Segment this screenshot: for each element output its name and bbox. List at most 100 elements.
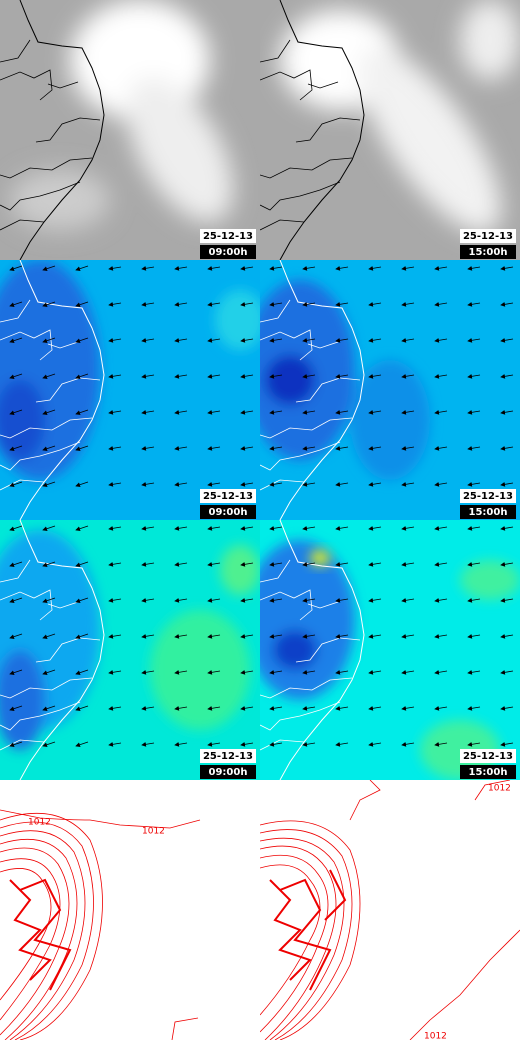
satellite-panel [260,0,520,260]
time-box [200,505,256,519]
wind-arrow [335,481,349,487]
wind-arrow [75,445,89,452]
wind-arrow [500,265,514,271]
wind-arrow [269,597,283,603]
wind-panel [0,260,260,520]
wind-arrow [174,669,188,675]
wind-arrow [500,669,514,675]
wind-arrow [207,669,221,675]
wind-arrow [302,337,316,343]
wind-arrow [500,705,514,711]
wind-arrow [269,741,283,747]
wind-arrow [467,741,481,747]
wind-arrow [401,445,415,451]
wind-arrow [207,561,221,567]
wind-arrow [500,597,514,603]
wind-arrow [141,597,155,603]
wind-arrow [335,633,349,639]
wind-arrow [401,705,415,711]
wind-arrow [368,705,382,711]
wind-arrow [467,409,481,415]
wind-arrow [141,373,155,379]
wind-arrow [42,481,56,488]
wind-arrow [302,301,316,307]
wind-arrow [75,265,89,272]
wind-arrow [335,265,349,271]
wind-panel [260,260,520,520]
wind-arrow [9,337,23,344]
wind-arrow [207,445,221,451]
wind-arrow [269,525,283,531]
wind-arrow [335,337,349,343]
time-label: 15:00h [469,247,508,258]
wind-arrow [335,373,349,379]
wind-arrow [240,669,254,675]
wind-arrow [42,265,56,272]
wind-arrow [108,561,122,567]
wind-arrow [467,705,481,711]
wind-arrow [500,373,514,379]
wind-arrow [108,669,122,675]
wind-arrow [108,337,122,343]
wind-arrow [240,445,254,451]
wind-arrow [335,705,349,711]
wind-arrow [434,525,448,531]
wind-arrow [240,705,254,711]
wind-arrow [240,265,254,271]
wind-arrow [108,741,122,747]
wind-arrow [42,597,56,604]
wind-arrow [269,445,283,451]
wind-arrow [75,525,89,532]
wind-arrow [174,705,188,711]
wind-arrow [207,337,221,343]
wind-arrow [401,337,415,343]
wind-arrow [434,633,448,639]
wind-arrow [401,633,415,639]
wind-arrow [467,373,481,379]
wind-arrow [207,373,221,379]
wind-arrow [141,301,155,307]
wind-arrow [75,337,89,344]
date-box [460,229,516,243]
wind-arrow [335,525,349,531]
wind-arrow [269,633,283,639]
wind-arrow [42,669,56,676]
wind-arrow [269,481,283,487]
wind-arrow [240,481,254,487]
wind-arrow [207,633,221,639]
wind-arrow [240,337,254,343]
date-label: 25-12-13 [203,231,253,242]
wind-arrow [434,301,448,307]
wind-arrow [108,445,122,451]
wind-arrow [174,265,188,271]
wind-arrow [42,301,56,308]
date-box [460,489,516,503]
wind-arrow [401,373,415,379]
wind-arrow [434,705,448,711]
time-box [200,245,256,259]
wind-arrow [75,409,89,416]
wind-arrow [108,373,122,379]
date-label: 25-12-13 [463,751,513,762]
wind-arrow [75,301,89,308]
wind-arrow [108,265,122,271]
wind-arrow [207,525,221,531]
wind-arrow [467,301,481,307]
time-box [460,765,516,779]
wind-arrow [500,445,514,451]
wind-arrow [141,409,155,415]
contour-label: 1012 [142,827,165,837]
wind-arrow [434,337,448,343]
date-box [460,749,516,763]
wind-arrow [401,669,415,675]
wind-arrow [500,633,514,639]
wind-arrow [9,481,23,488]
wind-arrow [174,741,188,747]
wind-arrow [9,373,23,380]
wind-arrow [368,265,382,271]
wind-arrow [467,597,481,603]
wind-arrow [335,669,349,675]
time-box [460,505,516,519]
wind-arrow [141,481,155,487]
